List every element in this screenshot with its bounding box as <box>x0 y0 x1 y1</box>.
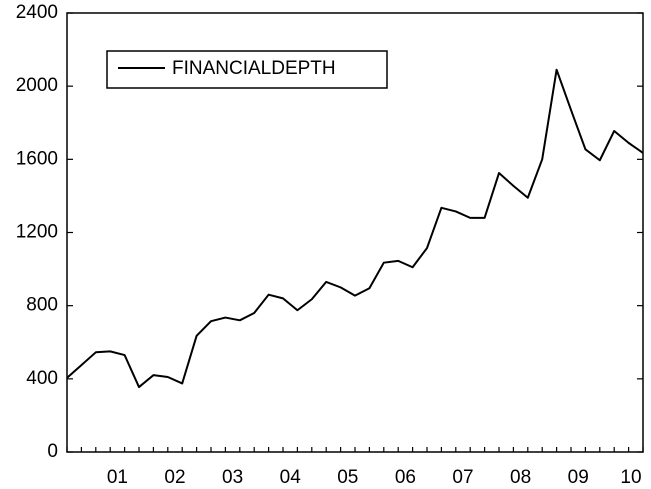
data-line <box>66 68 644 389</box>
legend-label: FINANCIALDEPTH <box>172 58 336 79</box>
legend-box <box>106 50 388 89</box>
x-tick-label: 02 <box>164 467 185 488</box>
x-tick-label: 04 <box>280 467 302 488</box>
x-tick-label: 09 <box>568 467 589 488</box>
y-tick-label: 800 <box>26 295 58 316</box>
y-tick-label: 1600 <box>16 148 58 169</box>
x-tick-label: 08 <box>510 467 531 488</box>
x-tick-label: 05 <box>337 467 358 488</box>
x-tick-label: 03 <box>222 467 243 488</box>
y-tick-label: 0 <box>47 441 58 462</box>
y-tick-label: 2000 <box>16 75 58 96</box>
y-tick-label: 400 <box>26 368 58 389</box>
x-tick-label: 10 <box>620 467 641 488</box>
x-tick-label: 07 <box>452 467 473 488</box>
y-tick-label: 2400 <box>16 2 58 23</box>
x-tick-label: 06 <box>395 467 416 488</box>
x-tick-label: 01 <box>107 467 128 488</box>
y-tick-label: 1200 <box>16 222 58 243</box>
